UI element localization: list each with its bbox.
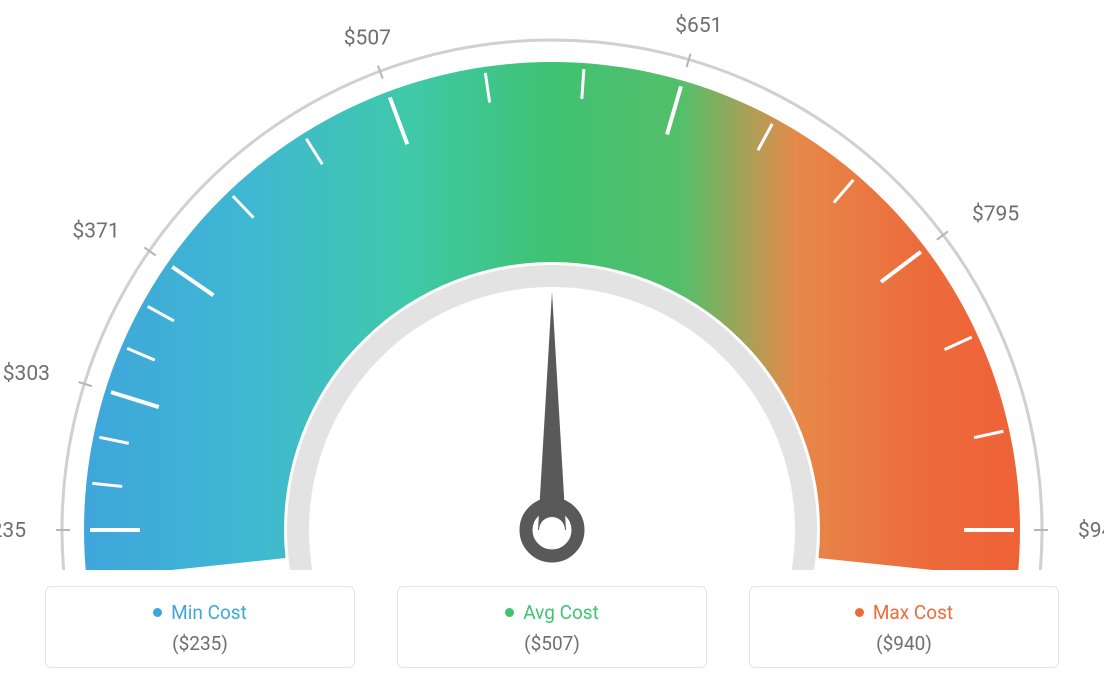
svg-text:$507: $507 xyxy=(344,26,391,50)
svg-text:$235: $235 xyxy=(0,519,26,543)
legend-label-avg: Avg Cost xyxy=(523,601,599,624)
svg-text:$795: $795 xyxy=(972,202,1019,226)
legend-label-min: Min Cost xyxy=(171,601,247,624)
gauge-svg: $235 $303 $371 $507 $651 $795 $940 xyxy=(0,0,1104,570)
svg-text:$940: $940 xyxy=(1078,519,1104,543)
legend-card-avg: Avg Cost ($507) xyxy=(397,586,707,668)
svg-text:$303: $303 xyxy=(3,362,50,386)
legend-value-avg: ($507) xyxy=(398,632,706,655)
legend-value-max: ($940) xyxy=(750,632,1058,655)
legend-value-min: ($235) xyxy=(46,632,354,655)
svg-text:$651: $651 xyxy=(675,14,722,38)
legend-card-min: Min Cost ($235) xyxy=(45,586,355,668)
dot-icon xyxy=(505,608,514,617)
cost-gauge: $235 $303 $371 $507 $651 $795 $940 xyxy=(0,0,1104,570)
legend-label-max: Max Cost xyxy=(873,601,953,624)
dot-icon xyxy=(855,608,864,617)
legend-card-max: Max Cost ($940) xyxy=(749,586,1059,668)
dot-icon xyxy=(153,608,162,617)
legend-row: Min Cost ($235) Avg Cost ($507) Max Cost… xyxy=(0,586,1104,668)
svg-text:$371: $371 xyxy=(72,219,119,243)
